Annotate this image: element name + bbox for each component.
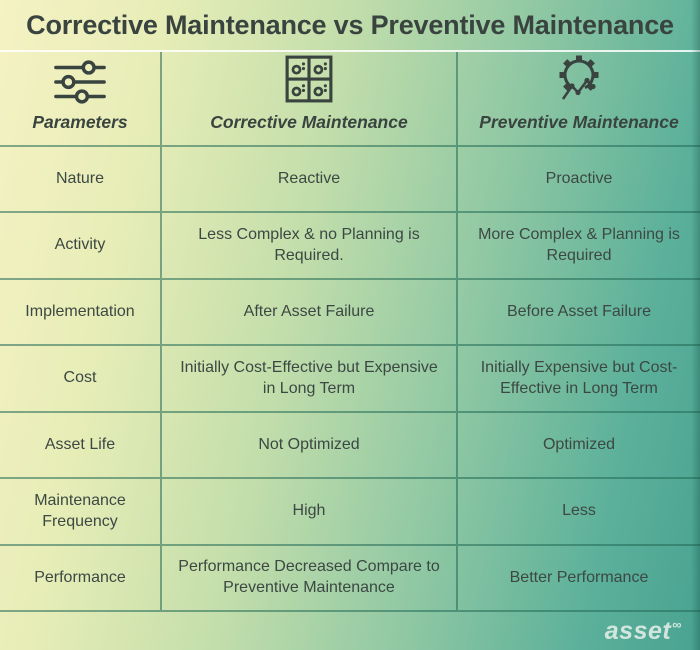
corrective-cell: Reactive [162, 147, 458, 213]
preventive-cell: Initially Expensive but Cost-Effective i… [458, 346, 700, 413]
preventive-cell: More Complex & Planning is Required [458, 213, 700, 280]
parameter-cell: Cost [0, 346, 162, 413]
parameter-cell: Asset Life [0, 413, 162, 479]
preventive-cell: Before Asset Failure [458, 280, 700, 346]
comparison-table: Parameters [0, 52, 700, 612]
column-header-label: Corrective Maintenance [210, 112, 408, 133]
preventive-cell: Better Performance [458, 546, 700, 612]
preventive-cell: Optimized [458, 413, 700, 479]
column-header-label: Preventive Maintenance [479, 112, 679, 133]
sliders-icon [53, 60, 107, 104]
preventive-cell: Less [458, 479, 700, 546]
page-title: Corrective Maintenance vs Preventive Mai… [0, 0, 700, 52]
corrective-cell: High [162, 479, 458, 546]
column-header-parameters: Parameters [0, 52, 162, 147]
corrective-cell: Performance Decreased Compare to Prevent… [162, 546, 458, 612]
parameter-cell: Activity [0, 213, 162, 280]
preventive-cell: Proactive [458, 147, 700, 213]
brand-logo: asset∞ [605, 617, 682, 646]
brand-name: asset [604, 616, 672, 645]
footer: asset∞ [0, 612, 700, 650]
corrective-cell: Initially Cost-Effective but Expensive i… [162, 346, 458, 413]
parameter-cell: Nature [0, 147, 162, 213]
gear-chart-icon [552, 52, 606, 104]
parameter-cell: Performance [0, 546, 162, 612]
parameter-cell: Maintenance Frequency [0, 479, 162, 546]
infinity-icon: ∞ [672, 617, 682, 633]
column-header-preventive: Preventive Maintenance [458, 52, 700, 147]
column-header-corrective: Corrective Maintenance [162, 52, 458, 147]
column-header-label: Parameters [32, 112, 128, 133]
corrective-cell: After Asset Failure [162, 280, 458, 346]
corrective-cell: Less Complex & no Planning is Required. [162, 213, 458, 280]
corrective-cell: Not Optimized [162, 413, 458, 479]
control-modules-icon [284, 54, 334, 104]
parameter-cell: Implementation [0, 280, 162, 346]
